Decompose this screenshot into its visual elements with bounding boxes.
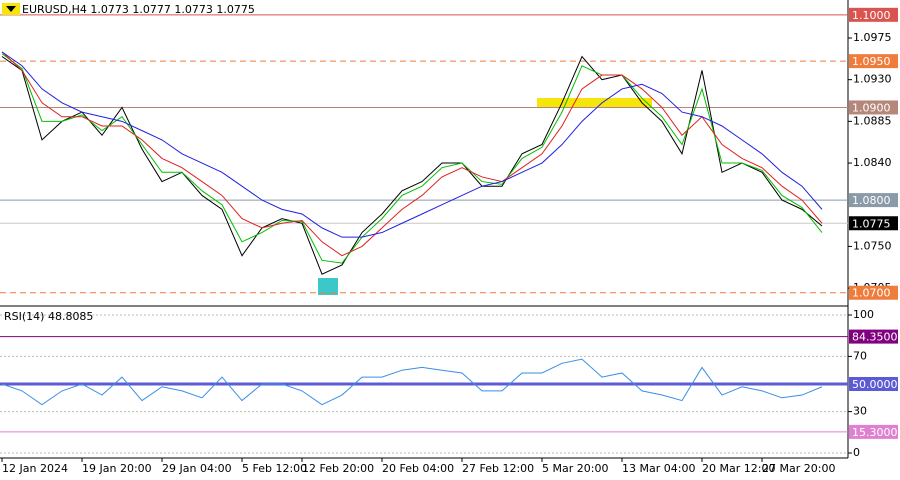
level-label-box <box>849 216 898 231</box>
x-tick-label: 19 Jan 20:00 <box>82 462 152 475</box>
series-line <box>1 51 823 238</box>
level-label-box <box>849 7 898 22</box>
level-label: 1.1000 <box>852 9 891 22</box>
level-label-box <box>849 285 898 300</box>
x-tick-label: 5 Mar 20:00 <box>542 462 608 475</box>
x-tick-label: 12 Jan 2024 <box>2 462 68 475</box>
series-line <box>1 51 823 257</box>
level-label: 50.0000 <box>852 378 898 391</box>
level-label-box <box>849 193 898 208</box>
level-label: 1.0900 <box>852 101 891 114</box>
level-label-box <box>849 377 898 391</box>
level-label-box <box>849 329 898 344</box>
series-line <box>1 53 823 264</box>
x-tick-label: 13 Mar 04:00 <box>622 462 695 475</box>
x-tick-label: 20 Feb 04:00 <box>382 462 454 475</box>
highlight-zone <box>318 278 338 295</box>
y-tick-label: 100 <box>853 308 874 321</box>
level-label: 1.0800 <box>852 194 891 207</box>
level-label-box <box>849 54 898 69</box>
x-tick-label: 12 Feb 20:00 <box>302 462 374 475</box>
level-label: 15.3000 <box>852 426 898 439</box>
level-label: 84.3500 <box>852 331 898 344</box>
plot-area <box>0 14 848 454</box>
y-tick-label: 70 <box>853 349 867 362</box>
y-tick-label: 30 <box>853 405 867 418</box>
y-tick-label: 1.0840 <box>853 156 892 169</box>
x-tick-label: 27 Feb 12:00 <box>462 462 534 475</box>
level-label: 1.0775 <box>852 217 891 230</box>
x-tick-label: 27 Mar 20:00 <box>762 462 835 475</box>
x-tick-label: 20 Mar 12:00 <box>702 462 775 475</box>
y-tick-label: 1.0930 <box>853 73 892 86</box>
series-line <box>1 358 823 406</box>
y-tick-label: 1.0750 <box>853 239 892 252</box>
series-line <box>1 55 823 275</box>
x-tick-label: 29 Jan 04:00 <box>162 462 232 475</box>
y-tick-label: 1.0975 <box>853 31 892 44</box>
title-arrow <box>6 6 16 12</box>
highlight-zone <box>537 98 652 107</box>
y-tick-label: 1.0885 <box>853 114 892 127</box>
chart-title: EURUSD,H4 1.0773 1.0777 1.0773 1.0775 <box>22 3 255 16</box>
level-label: 1.0700 <box>852 287 891 300</box>
level-label-box <box>849 424 898 439</box>
indicator-title: RSI(14) 48.8085 <box>4 310 93 323</box>
x-tick-label: 5 Feb 12:00 <box>242 462 307 475</box>
y-tick-label: 0 <box>853 446 860 459</box>
level-label: 1.0950 <box>852 55 891 68</box>
level-label-box <box>849 100 898 115</box>
